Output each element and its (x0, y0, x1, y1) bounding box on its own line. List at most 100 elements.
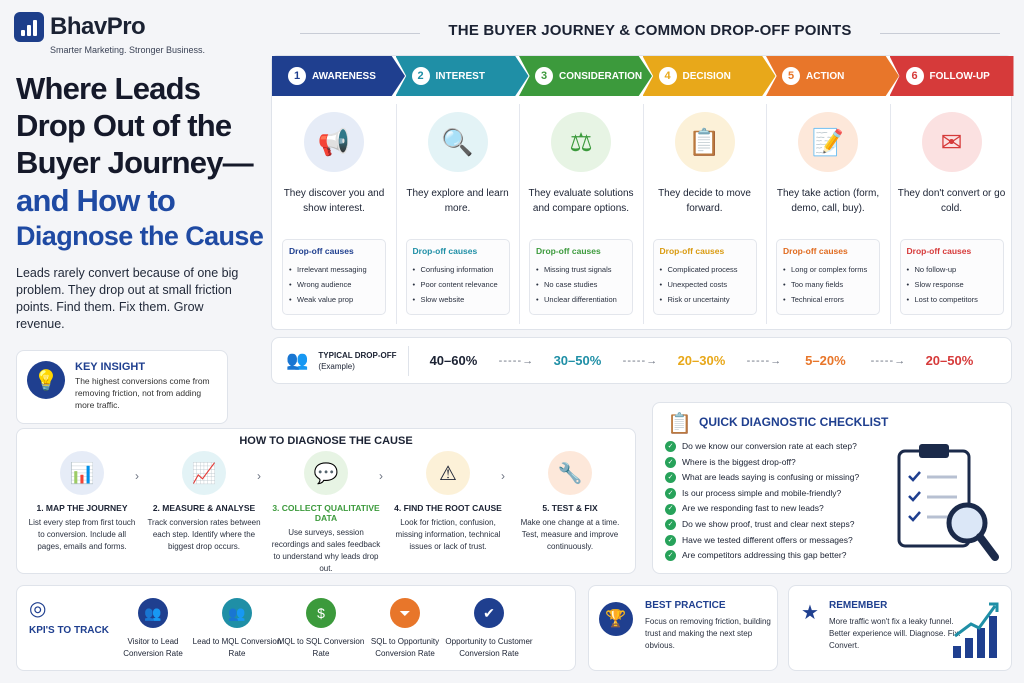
dropoff-value: 20–30% (677, 353, 726, 368)
diagnose-step: ⚠ 4. FIND THE ROOT CAUSE Look for fricti… (387, 451, 509, 553)
checklist-item-text: Are competitors addressing this gap bett… (682, 550, 847, 561)
dropoff-value: 30–50% (553, 353, 602, 368)
dollar-icon: $ (306, 598, 336, 628)
stage-header: 1 AWARENESS (272, 56, 405, 96)
checklist-item-text: Where is the biggest drop-off? (682, 456, 796, 467)
best-practice-text: Focus on removing friction, building tru… (645, 617, 771, 650)
kpi-label: SQL to Opportunity Conversion Rate (370, 637, 440, 658)
brand-logo-icon (14, 12, 44, 42)
stage-name: ACTION (806, 70, 845, 82)
kpis-panel: ◎ KPI'S TO TRACK 👥 Visitor to Lead Conve… (16, 585, 576, 671)
brand-name: BhavPro (50, 13, 146, 40)
cause-item: Poor content relevance (413, 277, 503, 292)
headline: Where Leads Drop Out of the Buyer Journe… (16, 71, 254, 180)
stage-header: 2 INTEREST (395, 56, 529, 96)
cause-item: Weak value prop (289, 292, 379, 307)
bar-chart-icon: 📊 (60, 451, 104, 495)
kpi-item: ✔ Opportunity to Customer Conversion Rat… (443, 598, 535, 660)
headline-highlight-2: Diagnose the Cause (16, 221, 264, 251)
star-icon: ★ (801, 602, 819, 624)
kpi-header: ◎ KPI'S TO TRACK (29, 596, 109, 636)
stage-name: AWARENESS (312, 70, 376, 82)
cause-item: Missing trust signals (536, 262, 626, 277)
dotted-arrow-icon: - - - - - → (746, 354, 782, 367)
brand: BhavPro (14, 12, 146, 42)
key-insight-title: KEY INSIGHT (75, 361, 146, 373)
stage-name: FOLLOW-UP (929, 70, 990, 82)
dropoff-causes: Drop-off causes Complicated processUnexp… (652, 239, 757, 315)
diagnose-title: HOW TO DIAGNOSE THE CAUSE (239, 435, 413, 447)
kpi-label: MQL to SQL Conversion Rate (277, 637, 365, 658)
cause-item: Technical errors (783, 292, 873, 307)
cause-item: Long or complex forms (783, 262, 873, 277)
kpi-item: 👥 Lead to MQL Conversion Rate (191, 598, 283, 660)
cause-item: No case studies (536, 277, 626, 292)
cause-item: Irrelevant messaging (289, 262, 379, 277)
stage-description: They discover you and show interest. (283, 188, 385, 214)
checklist-title: QUICK DIAGNOSTIC CHECKLIST (699, 415, 889, 429)
cause-item: Confusing information (413, 262, 503, 277)
form-pencil-icon: 📝 (798, 112, 858, 172)
clipboard-check-icon: 📋 (674, 112, 735, 172)
kpi-item: ⏷ SQL to Opportunity Conversion Rate (359, 598, 451, 660)
trophy-icon: 🏆 (599, 602, 633, 636)
stage-header: 4 DECISION (642, 56, 776, 96)
scales-icon: ⚖ (551, 112, 611, 172)
group-icon: 👥 (222, 598, 252, 628)
causes-title: Drop-off causes (783, 246, 848, 256)
stage-interest: 2 INTEREST 🔍 They explore and learn more… (395, 56, 529, 331)
cause-item: Unclear differentiation (536, 292, 626, 307)
checklist-item: ✓ Have we tested different offers or mess… (665, 533, 859, 549)
clipboard-magnifier-icon (897, 444, 999, 561)
stage-header: 6 FOLLOW-UP (889, 56, 1014, 96)
people-icon: 👥 (138, 598, 168, 628)
stage-number: 1 (288, 67, 306, 85)
typical-dropoff-bar: 👥 TYPICAL DROP-OFF (Example) 40–60% - - - … (271, 337, 1012, 384)
checklist-item-text: What are leads saying is confusing or mi… (682, 472, 860, 483)
dotted-arrow-icon: - - - - - → (498, 354, 534, 367)
stage-number: 2 (411, 67, 430, 85)
stage-awareness: 1 AWARENESS 📢 They discover you and show… (272, 56, 405, 331)
stage-description: They don't convert or go cold. (897, 188, 1006, 214)
best-practice-card: 🏆 BEST PRACTICE Focus on removing fricti… (588, 585, 778, 671)
causes-title: Drop-off causes (659, 246, 725, 256)
cause-item: Slow website (413, 292, 503, 307)
check-icon: ✓ (665, 519, 676, 531)
intro-text: Leads rarely convert because of one big … (16, 266, 239, 331)
checklist-item: ✓ Do we show proof, trust and clear next … (665, 517, 859, 533)
step-text: Look for friction, confusion, missing in… (395, 518, 501, 551)
step-title: 3. COLLECT QUALITATIVE DATA (272, 503, 380, 523)
causes-title: Drop-off causes (536, 246, 601, 256)
clipboard-icon: 📋 (667, 413, 692, 435)
kpi-label: Lead to MQL Conversion Rate (192, 637, 282, 658)
chevron-right-icon: › (501, 469, 505, 483)
dropoff-value: 20–50% (925, 353, 974, 368)
cause-item: Risk or uncertainty (660, 292, 750, 307)
check-icon: ✓ (665, 441, 676, 453)
stage-name: CONSIDERATION (559, 70, 643, 82)
chevron-right-icon: › (257, 469, 261, 483)
stage-name: DECISION (682, 70, 731, 82)
step-title: 1. MAP THE JOURNEY (36, 503, 128, 513)
diagnose-step: 🔧 5. TEST & FIX Make one change at a tim… (509, 451, 631, 553)
envelope-icon: ✉ (921, 112, 982, 172)
remember-text: More traffic won't fix a leaky funnel. B… (829, 617, 961, 650)
checklist-item-text: Is our process simple and mobile-friendl… (682, 487, 842, 498)
wrench-icon: 🔧 (548, 451, 592, 495)
check-icon: ✓ (665, 550, 676, 562)
stage-action: 5 ACTION 📝 They take action (form, demo,… (766, 56, 899, 331)
dropoff-label: TYPICAL DROP-OFF (Example) (318, 350, 397, 371)
stage-follow-up: 6 FOLLOW-UP ✉ They don't convert or go c… (889, 56, 1014, 331)
stage-number: 5 (782, 67, 800, 85)
checklist-item-text: Do we know our conversion rate at each s… (682, 441, 857, 451)
check-icon: ✓ (665, 503, 676, 515)
cause-item: No follow-up (907, 262, 997, 277)
step-text: Use surveys, session recordings and sale… (271, 528, 381, 573)
stage-header: 5 ACTION (766, 56, 899, 96)
dotted-arrow-icon: - - - - - → (870, 354, 906, 367)
cause-item: Too many fields (783, 277, 873, 292)
people-icon: 👥 (286, 350, 309, 370)
diagnose-step: 📈 2. MEASURE & ANALYSE Track conversion … (143, 451, 265, 553)
stage-number: 3 (535, 67, 553, 85)
checklist-item: ✓ Is our process simple and mobile-friend… (665, 486, 859, 502)
